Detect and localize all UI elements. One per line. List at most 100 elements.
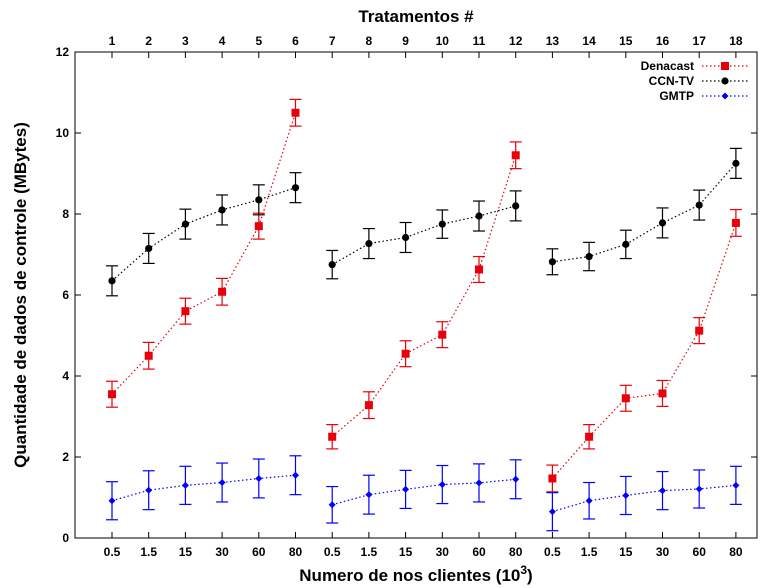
x-tick-label: 0.5 (544, 545, 561, 559)
data-point (548, 474, 557, 483)
data-point (438, 330, 447, 339)
x-axis-label: Numero de nos clientes (103) (299, 563, 532, 585)
top-tick-label: 17 (693, 34, 707, 48)
data-point (512, 202, 520, 210)
x-tick-label: 80 (729, 545, 743, 559)
top-tick-label: 14 (582, 34, 596, 48)
top-tick-label: 9 (402, 34, 409, 48)
series-line (111, 112, 297, 395)
x-tick-label: 80 (289, 545, 303, 559)
x-tick-label: 15 (619, 545, 633, 559)
data-point (145, 486, 153, 494)
top-tick-label: 15 (619, 34, 633, 48)
data-point (402, 485, 410, 493)
data-point (218, 206, 226, 214)
y-tick-label: 8 (62, 207, 69, 221)
data-point (475, 265, 483, 274)
data-point (695, 201, 703, 209)
data-point (328, 501, 336, 509)
data-point (721, 62, 729, 70)
x-tick-label: 60 (252, 545, 266, 559)
x-tick-label: 1.5 (581, 545, 598, 559)
data-point (512, 475, 520, 483)
data-point (475, 479, 483, 487)
x-tick-label: 1.5 (140, 545, 157, 559)
series-line (331, 205, 516, 266)
series-gmtp (106, 455, 742, 532)
top-tick-label: 4 (219, 34, 226, 48)
legend-label: CCN-TV (649, 74, 694, 88)
data-point (658, 219, 667, 227)
data-point (732, 159, 740, 167)
y-tick-label: 6 (62, 288, 69, 302)
top-tick-label: 2 (145, 34, 152, 48)
series-ccn-tv (106, 147, 742, 297)
y-tick-label: 0 (62, 531, 69, 545)
data-point (401, 349, 410, 358)
series-line (551, 222, 737, 479)
data-point (731, 218, 740, 227)
data-point (475, 212, 483, 220)
data-point (108, 390, 116, 399)
chart-title: Tratamentos # (358, 7, 474, 26)
top-tick-label: 18 (729, 34, 743, 48)
top-tick-label: 7 (329, 34, 336, 48)
top-tick-label: 3 (182, 34, 189, 48)
top-tick-label: 5 (255, 34, 262, 48)
y-tick-label: 4 (62, 369, 69, 383)
data-point (695, 326, 704, 335)
data-point (695, 485, 703, 493)
x-tick-label: 30 (656, 545, 670, 559)
data-point (144, 351, 153, 360)
data-point (291, 184, 300, 192)
data-point (328, 261, 336, 269)
series-line (332, 478, 516, 506)
x-tick-label: 60 (693, 545, 707, 559)
x-axis-label-sup: 3 (520, 563, 527, 577)
y-tick-label: 12 (56, 45, 70, 59)
data-point (621, 394, 630, 403)
x-tick-label: 30 (436, 545, 450, 559)
data-point (255, 196, 263, 204)
x-tick-label: 0.5 (324, 545, 341, 559)
series-line (111, 474, 296, 502)
data-point (365, 491, 373, 499)
data-point (365, 239, 373, 248)
data-point (548, 508, 556, 516)
x-axis-label-suffix: ) (527, 566, 533, 585)
series-layer (106, 98, 742, 532)
data-point (181, 307, 190, 316)
x-tick-label: 15 (179, 545, 193, 559)
x-tick-label: 1.5 (361, 545, 378, 559)
data-point (328, 432, 337, 441)
data-point (585, 252, 593, 261)
data-point (108, 277, 116, 285)
x-tick-label: 15 (399, 545, 413, 559)
legend-label: Denacast (641, 59, 694, 73)
x-axis-label-main: Numero de nos clientes (10 (299, 566, 520, 585)
data-point (364, 401, 373, 410)
data-point (622, 240, 630, 248)
x-tick-label: 60 (472, 545, 486, 559)
x-tick-label: 30 (215, 545, 229, 559)
legend-label: GMTP (659, 89, 694, 103)
top-tick-label: 8 (366, 34, 373, 48)
top-tick-label: 1 (109, 34, 116, 48)
series-line (111, 187, 296, 282)
data-point (438, 481, 446, 489)
data-point (255, 474, 263, 482)
data-point (291, 108, 300, 117)
data-point (181, 481, 189, 489)
data-point (511, 151, 520, 160)
series-denacast (106, 98, 742, 493)
top-tick-label: 10 (436, 34, 450, 48)
data-point (721, 77, 729, 85)
series-line (331, 155, 517, 438)
data-point (659, 487, 666, 495)
data-point (181, 220, 189, 228)
top-tick-label: 16 (656, 34, 670, 48)
data-point (721, 92, 729, 100)
